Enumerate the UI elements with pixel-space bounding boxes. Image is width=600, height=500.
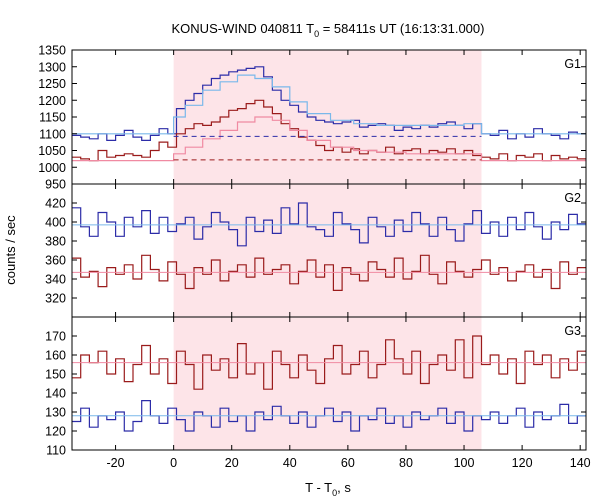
g3-ytick-label: 120 <box>45 425 66 439</box>
g1-ytick-label: 1100 <box>39 127 66 141</box>
g2-ytick-label: 320 <box>45 292 66 306</box>
x-axis-label: T - T0, s <box>305 480 351 498</box>
g3-xtick-label: 80 <box>399 456 413 470</box>
g2-series-1 <box>72 254 586 291</box>
y-axis-label: counts / sec <box>3 215 18 285</box>
g1-ytick-label: 1150 <box>39 111 66 125</box>
g3-xtick-label: 100 <box>454 456 475 470</box>
g1-series-3 <box>72 116 586 162</box>
g3-xtick-label: -20 <box>107 456 125 470</box>
xlabel-subscript: 0 <box>332 488 337 498</box>
g3-xtick-label: 140 <box>570 456 591 470</box>
g2-ytick-label: 360 <box>45 254 66 268</box>
g1-series-1 <box>72 99 586 162</box>
panel-g2: 320 340 360 380 400 420 G2 <box>45 183 587 318</box>
g3-xtick-label: 0 <box>170 456 177 470</box>
g1-series-2 <box>72 74 586 135</box>
g3-panel-label: G3 <box>564 324 581 338</box>
g2-ytick-label: 420 <box>45 197 66 211</box>
g2-ytick-label: 340 <box>45 273 66 287</box>
g3-ytick-label: 150 <box>45 368 66 382</box>
g3-series-1 <box>72 400 586 432</box>
g1-ytick-label: 1300 <box>38 60 66 74</box>
g3-xtick-label: 120 <box>512 456 533 470</box>
g3-xtick-label: 40 <box>283 456 297 470</box>
g2-highlight-band <box>173 184 482 317</box>
g1-series-0 <box>72 66 586 141</box>
g3-frame <box>71 316 587 451</box>
g3-series-0 <box>72 335 586 390</box>
title-subscript: 0 <box>314 29 319 39</box>
g3-ytick-label: 140 <box>45 387 66 401</box>
g1-ytick-label: 1000 <box>38 161 66 175</box>
panel-g3: 110 120 130 140 150 160 170 -20 0 20 40 60 80 100 120 1… <box>45 316 591 470</box>
g1-ytick-label: 1250 <box>38 77 66 91</box>
g3-xtick-label: 20 <box>225 456 239 470</box>
g1-ytick-label: 950 <box>45 178 66 192</box>
g2-panel-label: G2 <box>564 191 581 205</box>
g1-ytick-label: 1050 <box>38 144 66 158</box>
g1-ytick-label: 1350 <box>38 44 66 58</box>
g3-ytick-label: 160 <box>45 349 66 363</box>
figure-title: KONUS-WIND 040811 T0 = 58411s UT (16:13:… <box>172 21 485 39</box>
g2-ytick-label: 400 <box>45 216 66 230</box>
g1-panel-label: G1 <box>564 57 581 71</box>
g1-ytick-label: 1200 <box>38 94 66 108</box>
g3-ytick-label: 110 <box>46 444 66 458</box>
g2-ytick-label: 380 <box>45 235 66 249</box>
g3-highlight-band <box>173 317 482 450</box>
panel-g1: 950 1000 1050 1100 1150 1200 1250 1300 1350 G1 <box>38 44 587 192</box>
g3-ytick-label: 130 <box>45 406 66 420</box>
g3-xtick-label: 60 <box>341 456 355 470</box>
g3-ytick-label: 170 <box>45 330 66 344</box>
